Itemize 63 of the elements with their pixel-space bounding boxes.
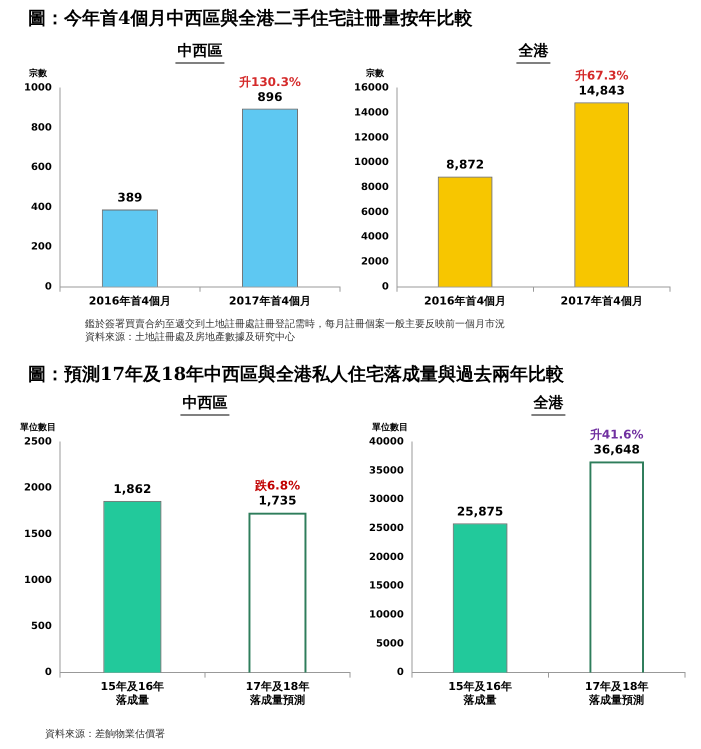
chart-title: 中西區 [182,393,228,412]
y-tick-label: 10000 [368,610,404,621]
y-tick-label: 2000 [24,482,52,494]
y-tick-label: 800 [30,122,52,134]
text: 圖：今年首4個月中西區與全港二手住宅註冊量按年比較 [28,7,473,30]
y-axis-title: 單位數目 [18,422,56,433]
x-tick-label: 2016年首4個月 [88,294,172,308]
y-tick-label: 0 [396,667,404,678]
x-tick-label: 15年及16年落成量 [100,680,164,706]
x-tick-label: 17年及18年落成量預測 [584,680,649,706]
data-label: 1,862 [113,482,152,496]
x-tick-label: 17年及18年落成量預測 [246,680,310,706]
y-tick-label: 600 [30,162,52,174]
y-tick-label: 1000 [24,574,52,586]
y-tick-label: 4000 [360,232,389,243]
data-label: 389 [117,190,142,205]
x-tick-label: 2017年首4個月 [560,294,643,308]
data-label: 1,735 [258,494,296,508]
y-tick-label: 40000 [368,436,404,448]
annotation: 跌6.8% [254,478,300,493]
y-tick-label: 0 [44,281,52,292]
y-tick-label: 30000 [368,494,404,506]
source-note: 資料來源：土地註冊處及房地產數據及研究中心 [85,331,296,344]
data-label: 14,843 [578,84,625,98]
y-tick-label: 16000 [354,82,389,94]
y-tick-label: 2500 [24,436,52,448]
y-tick-label: 0 [44,667,52,678]
x-tick-label: 2017年首4個月 [228,294,312,308]
annotation: 升41.6% [588,427,644,442]
y-tick-label: 500 [30,621,52,632]
y-tick-label: 1500 [24,528,52,540]
annotation: 升130.3% [238,74,301,89]
data-label: 36,648 [594,442,640,456]
y-tick-label: 15000 [368,580,404,592]
chart-title: 全港 [532,393,564,412]
y-tick-label: 8000 [360,182,389,193]
y-tick-label: 400 [30,202,52,213]
annotation: 升67.3% [574,68,629,82]
y-tick-label: 35000 [368,465,404,476]
chart-title: 中西區 [177,41,222,60]
y-tick-label: 12000 [354,132,389,144]
y-tick-label: 25000 [368,523,404,534]
chart-title: 全港 [517,41,550,60]
text: 鑑於簽署買賣合約至遞交到土地註冊處註冊登記需時，每月註冊個案一般主要反映前一個月市況 [85,318,505,331]
y-tick-label: 0 [382,281,389,292]
y-tick-label: 14000 [354,107,389,118]
data-label: 25,875 [456,504,504,519]
x-tick-label: 2016年首4個月 [424,294,506,308]
y-axis-title: 單位數目 [370,422,408,433]
y-tick-label: 20000 [368,552,404,563]
y-axis-title: 宗數 [364,68,385,79]
data-label: 8,872 [446,158,484,172]
y-tick-label: 6000 [360,206,389,218]
text: 圖：預測17年及18年中西區與全港私人住宅落成量與過去兩年比較 [28,363,564,386]
y-tick-label: 5000 [376,638,404,650]
y-axis-title: 宗數 [28,68,48,79]
y-tick-label: 10000 [354,157,389,168]
x-tick-label: 15年及16年落成量 [448,680,512,706]
data-label: 896 [257,90,282,104]
source-note: 資料來源：差餉物業估價署 [45,728,165,741]
y-tick-label: 2000 [360,256,389,268]
y-tick-label: 1000 [24,82,52,94]
y-tick-label: 200 [30,242,52,253]
